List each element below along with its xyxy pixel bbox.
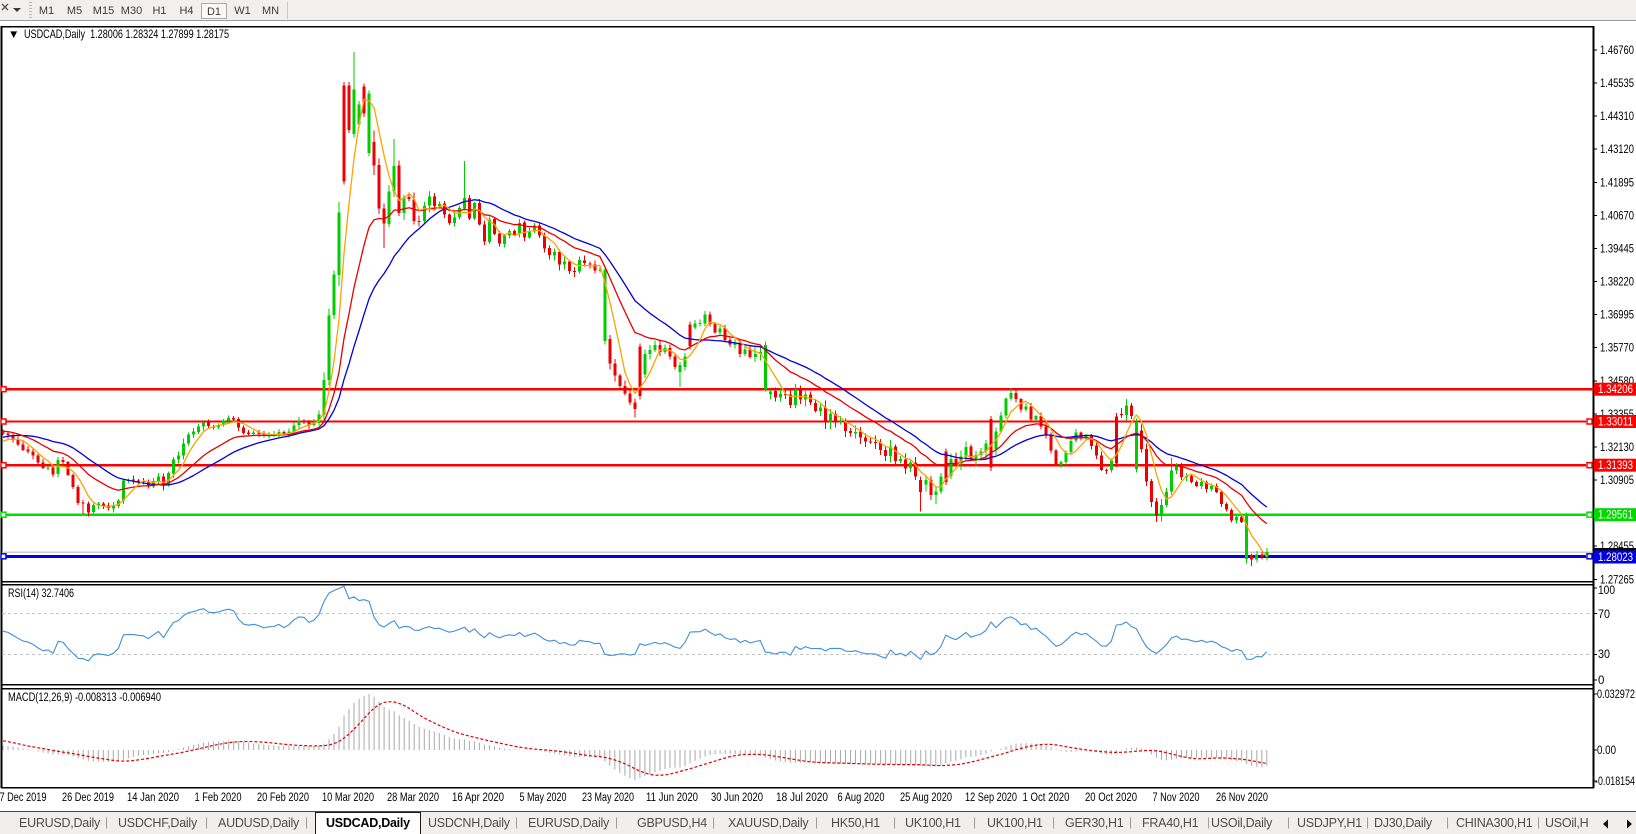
svg-text:26 Nov 2020: 26 Nov 2020 xyxy=(1216,792,1268,804)
svg-text:1 Oct 2020: 1 Oct 2020 xyxy=(1023,792,1070,804)
svg-text:▼: ▼ xyxy=(8,29,19,41)
svg-text:0: 0 xyxy=(1598,675,1604,687)
svg-text:100: 100 xyxy=(1598,585,1615,597)
svg-text:30 Jun 2020: 30 Jun 2020 xyxy=(711,792,763,804)
svg-text:5 May 2020: 5 May 2020 xyxy=(520,792,567,804)
svg-text:1 Feb 2020: 1 Feb 2020 xyxy=(195,792,242,804)
svg-text:1.39445: 1.39445 xyxy=(1600,244,1634,256)
svg-text:11 Jun 2020: 11 Jun 2020 xyxy=(646,792,698,804)
svg-text:7 Nov 2020: 7 Nov 2020 xyxy=(1153,792,1200,804)
svg-text:1.38220: 1.38220 xyxy=(1600,277,1634,289)
svg-text:12 Sep 2020: 12 Sep 2020 xyxy=(965,792,1017,804)
svg-text:20 Oct 2020: 20 Oct 2020 xyxy=(1085,792,1137,804)
svg-text:18 Jul 2020: 18 Jul 2020 xyxy=(776,792,828,804)
svg-text:10 Mar 2020: 10 Mar 2020 xyxy=(322,792,374,804)
svg-text:25 Aug 2020: 25 Aug 2020 xyxy=(900,792,952,804)
svg-text:1.31393: 1.31393 xyxy=(1598,460,1633,472)
svg-text:USDCAD,Daily 1.28006 1.28324: USDCAD,Daily 1.28006 1.28324 1.27899 1.2… xyxy=(24,27,229,41)
svg-text:20 Feb 2020: 20 Feb 2020 xyxy=(257,792,309,804)
svg-text:6 Aug 2020: 6 Aug 2020 xyxy=(838,792,885,804)
svg-text:70: 70 xyxy=(1598,609,1610,621)
svg-text:30: 30 xyxy=(1598,649,1610,661)
svg-text:7 Dec 2019: 7 Dec 2019 xyxy=(0,792,47,804)
svg-text:0.032972: 0.032972 xyxy=(1597,689,1635,701)
svg-text:1.41895: 1.41895 xyxy=(1600,177,1634,189)
svg-text:1.27265: 1.27265 xyxy=(1600,574,1634,586)
svg-text:1.36995: 1.36995 xyxy=(1600,310,1634,322)
svg-text:1.30905: 1.30905 xyxy=(1600,475,1634,487)
svg-text:1.34206: 1.34206 xyxy=(1598,384,1633,396)
svg-text:26 Dec 2019: 26 Dec 2019 xyxy=(62,792,114,804)
svg-text:0.00: 0.00 xyxy=(1597,745,1616,757)
svg-text:RSI(14) 32.7406: RSI(14) 32.7406 xyxy=(8,588,74,600)
svg-text:1.32130: 1.32130 xyxy=(1600,442,1634,454)
svg-text:1.35770: 1.35770 xyxy=(1600,343,1634,355)
svg-text:14 Jan 2020: 14 Jan 2020 xyxy=(127,792,179,804)
svg-text:23 May 2020: 23 May 2020 xyxy=(582,792,634,804)
svg-text:1.44310: 1.44310 xyxy=(1600,111,1634,123)
svg-text:1.45535: 1.45535 xyxy=(1600,78,1634,90)
svg-text:28 Mar 2020: 28 Mar 2020 xyxy=(387,792,439,804)
svg-text:16 Apr 2020: 16 Apr 2020 xyxy=(452,792,504,804)
svg-text:-0.018154: -0.018154 xyxy=(1595,776,1635,788)
svg-text:1.40670: 1.40670 xyxy=(1600,210,1634,222)
svg-text:1.43120: 1.43120 xyxy=(1600,144,1634,156)
svg-text:MACD(12,26,9) -0.008313 -0.006: MACD(12,26,9) -0.008313 -0.006940 xyxy=(8,692,161,704)
svg-text:1.33011: 1.33011 xyxy=(1598,417,1633,429)
svg-text:1.29561: 1.29561 xyxy=(1598,510,1633,522)
svg-text:1.46760: 1.46760 xyxy=(1600,45,1634,57)
svg-text:1.28023: 1.28023 xyxy=(1598,552,1633,564)
